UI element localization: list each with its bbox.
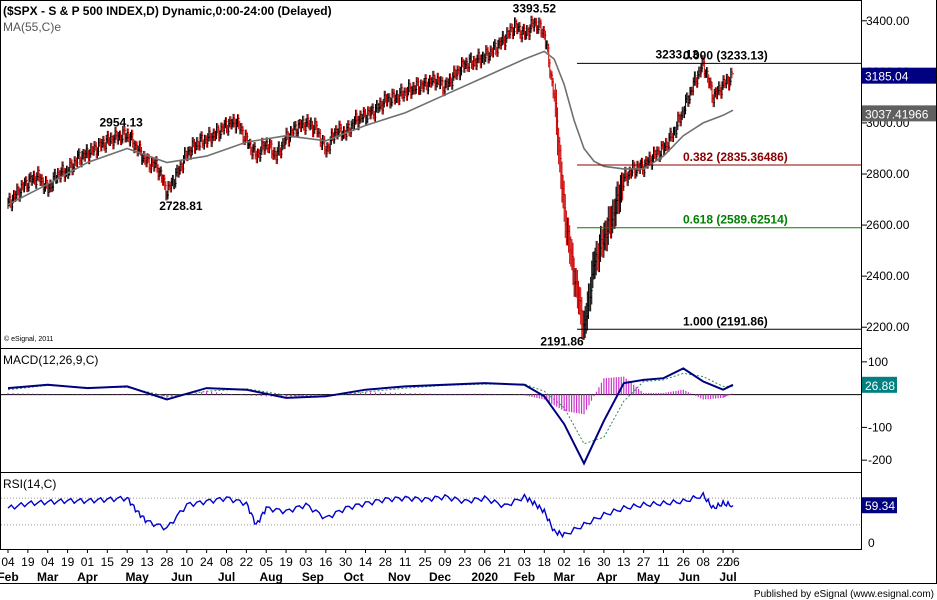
x-month-label: Feb [0,570,19,584]
x-month-label: Nov [388,570,411,584]
last-value-label: 3037.41966 [865,107,929,121]
macd-ytick-label: -100 [868,420,892,434]
x-tick-label: 13 [140,555,154,569]
price-annotation: 2728.81 [159,199,203,213]
published-label: Published by eSignal (www.esignal.com) [754,589,934,600]
x-month-label: May [637,570,661,584]
x-tick-label: 04 [41,555,55,569]
x-tick-label: 08 [697,555,711,569]
fib-level-label: 0.382 (2835.36486) [683,150,788,164]
x-tick-label: 02 [557,555,571,569]
rsi-ytick-label: 0 [868,536,875,550]
x-tick-label: 03 [518,555,532,569]
x-month-label: Jun [679,570,700,584]
x-tick-label: 14 [359,555,373,569]
price-annotation: 2954.13 [99,116,143,130]
x-tick-label: 27 [637,555,651,569]
macd-ytick-label: 100 [868,355,888,369]
x-tick-label: 15 [101,555,115,569]
rsi-title: RSI(14,C) [3,477,56,491]
fib-level-label: 1.000 (2191.86) [683,314,768,328]
price-annotation: 2191.86 [540,334,584,348]
x-tick-label: 01 [81,555,95,569]
rsi-last-tag [862,497,897,514]
rsi-panel: 059.34 [1,491,897,550]
x-month-label: Jul [719,570,736,584]
macd-panel-frame [0,348,862,473]
x-tick-label: 19 [279,555,293,569]
x-tick-label: 03 [299,555,313,569]
x-tick-label: 11 [657,555,670,569]
last-value-tag [862,67,936,84]
x-tick-label: 05 [260,555,274,569]
macd-line [7,367,734,466]
x-tick-label: 16 [577,555,591,569]
x-month-label: Apr [597,570,618,584]
x-month-label: Dec [429,570,451,584]
x-tick-label: 18 [538,555,552,569]
x-axis: 04 19 04 19 01 15 29 13 28 10 24 08 22 05 19 03 16 30 14 28… [0,549,740,584]
x-month-label: Mar [553,570,575,584]
last-value-tag [862,105,936,122]
price-ytick-label: 2200.00 [866,320,910,334]
x-tick-label: 26 [677,555,691,569]
x-tick-label: 23 [458,555,472,569]
macd-panel: 100 -100 -200 26.88 [1,355,897,467]
x-tick-label: 13 [617,555,631,569]
rsi-line [7,491,734,539]
ma-legend: MA(55,C)e [3,20,61,34]
x-tick-label: 25 [418,555,432,569]
x-tick-label: 10 [180,555,194,569]
x-tick-label: 22 [716,555,730,569]
chart-title: ($SPX - S & P 500 INDEX,D) Dynamic,0:00-… [3,4,332,18]
x-month-label: Sep [302,570,324,584]
price-ytick-label: 2600.00 [866,218,910,232]
rsi-last-label: 59.34 [865,499,895,513]
x-tick-label: 28 [160,555,174,569]
fib-level-label: 0.000 (3233.13) [683,48,768,62]
price-annotation: 3393.52 [513,2,557,16]
x-month-label: Feb [514,570,535,584]
x-month-label: Jul [218,570,235,584]
ma-line [7,50,734,206]
x-month-label: Jun [171,570,192,584]
x-month-label: Aug [260,570,283,584]
last-value-label: 3185.04 [865,70,909,84]
macd-last-label: 26.88 [865,379,895,393]
x-tick-label: 11 [399,555,412,569]
x-tick-label: 21 [498,555,512,569]
price-ytick-label: 2400.00 [866,269,910,283]
x-tick-label: 04 [1,555,15,569]
fib-level-label: 0.618 (2589.62514) [683,213,788,227]
x-tick-label: 22 [240,555,254,569]
x-month-label: Apr [77,570,98,584]
x-month-label: May [125,570,149,584]
price-ytick-label: 3400.00 [866,14,910,28]
x-tick-label: 06 [726,555,740,569]
macd-last-tag [862,376,897,393]
x-tick-label: 28 [379,555,393,569]
x-tick-label: 19 [21,555,35,569]
x-month-label: 2020 [471,570,498,584]
x-tick-label: 29 [120,555,134,569]
x-month-label: Mar [37,570,59,584]
price-ytick-label: 2800.00 [866,167,910,181]
x-tick-label: 19 [61,555,75,569]
x-tick-label: 30 [339,555,353,569]
macd-title: MACD(12,26,9,C) [3,353,98,367]
x-tick-label: 24 [200,555,214,569]
price-panel: 3400.003200.003000.002800.002600.002400.… [7,2,936,348]
macd-ytick-label: -200 [868,453,892,467]
x-tick-label: 08 [220,555,234,569]
x-month-label: Oct [344,570,364,584]
x-tick-label: 30 [597,555,611,569]
copyright-label: © eSignal, 2011 [4,335,54,343]
x-tick-label: 06 [478,555,492,569]
rsi-panel-frame [0,472,862,550]
x-tick-label: 16 [319,555,333,569]
macd-signal-line [7,372,733,445]
x-tick-label: 09 [438,555,452,569]
price-annotation: 3233.13 [656,47,700,61]
